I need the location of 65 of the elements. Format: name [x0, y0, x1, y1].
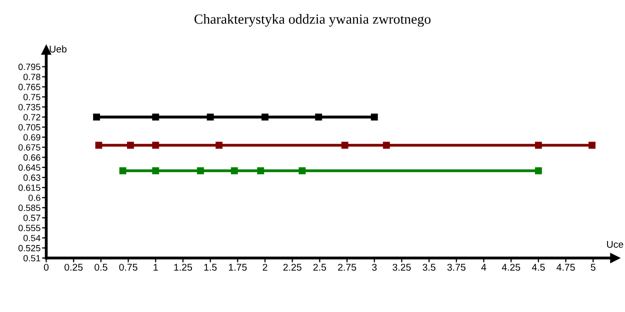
y-tick-label: 0.675 — [18, 144, 40, 151]
point — [298, 167, 306, 174]
point — [152, 142, 160, 149]
y-tick-label: 0.54 — [23, 234, 40, 242]
y-axis-title: Ueb — [50, 45, 67, 53]
point — [196, 167, 204, 174]
y-tick-label: 0.78 — [23, 74, 40, 80]
point — [341, 142, 348, 149]
point — [262, 114, 268, 121]
y-tick-label: 0.63 — [23, 174, 40, 181]
point — [534, 142, 542, 149]
y-tick-label: 0.6 — [28, 194, 40, 201]
point — [588, 142, 596, 149]
point — [315, 114, 322, 121]
y-tick-label: 0.705 — [18, 124, 40, 130]
y-tick-label: 0.555 — [18, 224, 40, 232]
x-axis-title: Uce — [607, 240, 624, 248]
point — [126, 142, 134, 149]
y-tick-label: 0.795 — [18, 64, 40, 70]
x-tick-label: 2.5 — [313, 264, 326, 271]
x-tick-label: 4.75 — [556, 264, 575, 271]
y-tick-label: 0.66 — [23, 154, 40, 161]
point — [216, 142, 223, 149]
x-tick-label: 2.75 — [338, 264, 356, 271]
x-tick-label: 3 — [372, 264, 377, 271]
point — [206, 114, 214, 121]
point — [382, 142, 390, 149]
point — [152, 114, 160, 121]
point — [230, 167, 238, 174]
x-tick-label: 5 — [590, 264, 596, 271]
y-tick-label: 0.72 — [23, 114, 40, 120]
x-tick-label: 3.25 — [392, 264, 411, 271]
x-tick-label: 4.5 — [532, 264, 545, 271]
x-tick-label: 0.75 — [119, 264, 138, 271]
y-tick-label: 0.75 — [23, 94, 40, 100]
x-tick-label: 2 — [262, 264, 268, 271]
x-tick-label: 1.5 — [204, 264, 217, 271]
point — [95, 142, 102, 149]
y-tick-label: 0.585 — [18, 204, 40, 212]
point — [119, 167, 126, 174]
point — [257, 167, 264, 174]
x-tick-label: 3.5 — [422, 264, 436, 271]
y-tick-label: 0.51 — [23, 254, 40, 262]
y-tick-label: 0.615 — [18, 184, 40, 191]
x-tick-label: 1.25 — [174, 264, 192, 271]
y-tick-label: 0.525 — [18, 244, 40, 252]
point — [534, 167, 542, 174]
y-tick-label: 0.57 — [23, 214, 40, 222]
point — [370, 114, 378, 121]
point — [93, 114, 100, 121]
x-tick-label: 3.75 — [447, 264, 466, 271]
y-tick-label: 0.765 — [18, 84, 40, 90]
x-tick-label: 1 — [154, 264, 158, 271]
y-tick-label: 0.735 — [18, 104, 40, 110]
point — [152, 167, 160, 174]
y-tick-label: 0.69 — [23, 134, 40, 141]
x-tick-label: 0 — [44, 264, 49, 271]
x-tick-label: 4 — [481, 264, 486, 271]
x-tick-label: 1.75 — [228, 264, 247, 271]
x-tick-label: 2.25 — [283, 264, 302, 271]
y-tick-label: 0.645 — [18, 164, 40, 171]
chart-title: Charakterystyka oddzia ywania zwrotnego — [194, 14, 431, 27]
x-tick-label: 0.25 — [64, 264, 83, 271]
x-tick-label: 4.25 — [502, 264, 520, 271]
x-tick-label: 0.5 — [94, 264, 108, 271]
